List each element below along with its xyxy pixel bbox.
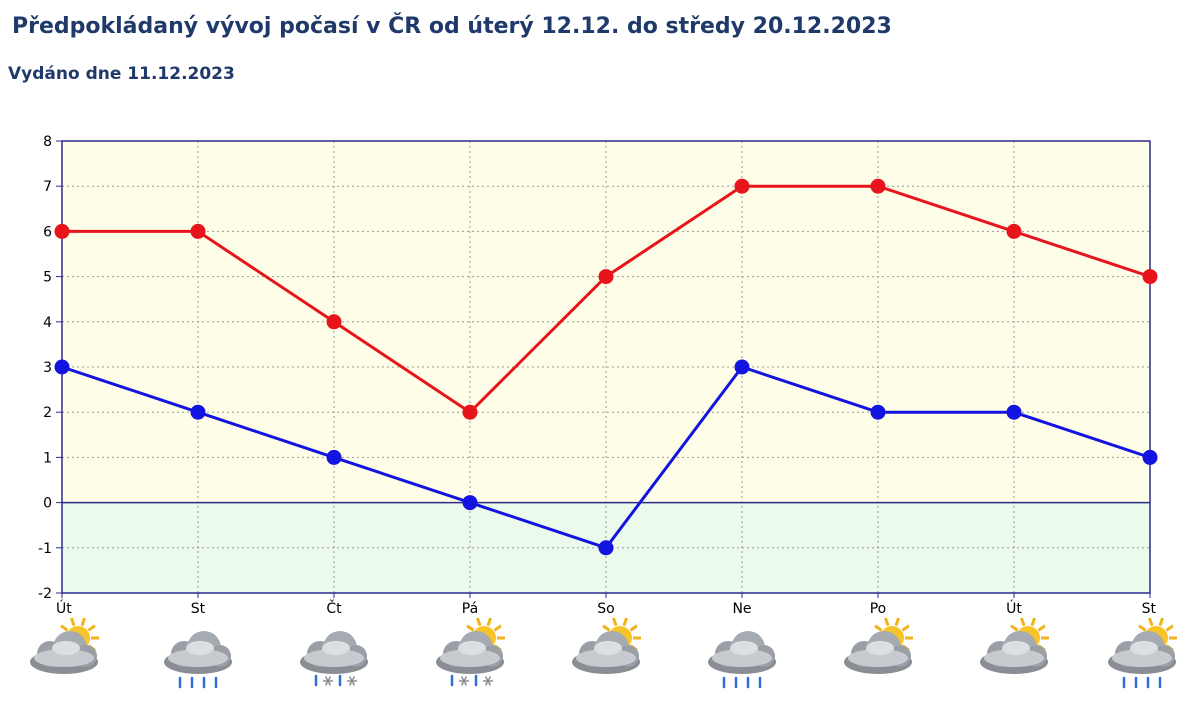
sun-cloud-rain-snow-icon [436,617,505,687]
series-2-point [734,359,750,375]
x-tick-label: St [191,601,206,617]
sun-cloud-rain-icon [1108,617,1177,689]
x-tick-label: Út [56,599,72,617]
x-tick-label: Po [870,601,887,617]
sun-cloud-icon [844,617,913,674]
x-tick-label: St [1142,601,1157,617]
series-2-point [326,449,342,465]
x-tick-label: Ne [732,601,751,617]
series-2-point [54,359,70,375]
y-tick-label: 7 [43,179,52,195]
series-2-point [1006,404,1022,420]
x-tick-label: Pá [462,601,478,617]
y-tick-label: 3 [43,360,52,376]
series-1-point [54,223,70,239]
series-1-point [1006,223,1022,239]
y-tick-label: 0 [43,496,52,512]
y-tick-label: 5 [43,270,52,286]
series-2-point [1142,449,1158,465]
y-tick-label: -1 [38,541,52,557]
y-tick-label: 1 [43,450,52,466]
series-1-point [190,223,206,239]
series-1-point [598,269,614,285]
y-tick-label: 6 [43,224,52,240]
y-tick-label: 4 [43,315,52,331]
y-tick-label: -2 [38,586,52,602]
sun-cloud-icon [30,617,99,674]
y-tick-label: 2 [43,405,52,421]
x-tick-label: Čt [326,599,342,617]
x-tick-label: So [597,601,614,617]
page-title: Předpokládaný vývoj počasí v ČR od úterý… [12,14,892,39]
series-2-point [598,540,614,556]
series-1-point [1142,269,1158,285]
series-2-point [462,495,478,511]
page-subtitle: Vydáno dne 11.12.2023 [8,64,235,84]
series-2-point [870,404,886,420]
sun-cloud-icon [980,617,1049,674]
cloud-rain-icon [164,631,232,689]
series-2-point [190,404,206,420]
sun-cloud-icon [572,617,641,674]
series-1-point [326,314,342,330]
cloud-rain-snow-icon [300,631,368,687]
series-1-point [870,178,886,194]
cloud-rain-icon [708,631,776,689]
y-tick-label: 8 [43,134,52,150]
series-1-point [462,404,478,420]
series-1-point [734,178,750,194]
x-tick-label: Út [1006,599,1022,617]
